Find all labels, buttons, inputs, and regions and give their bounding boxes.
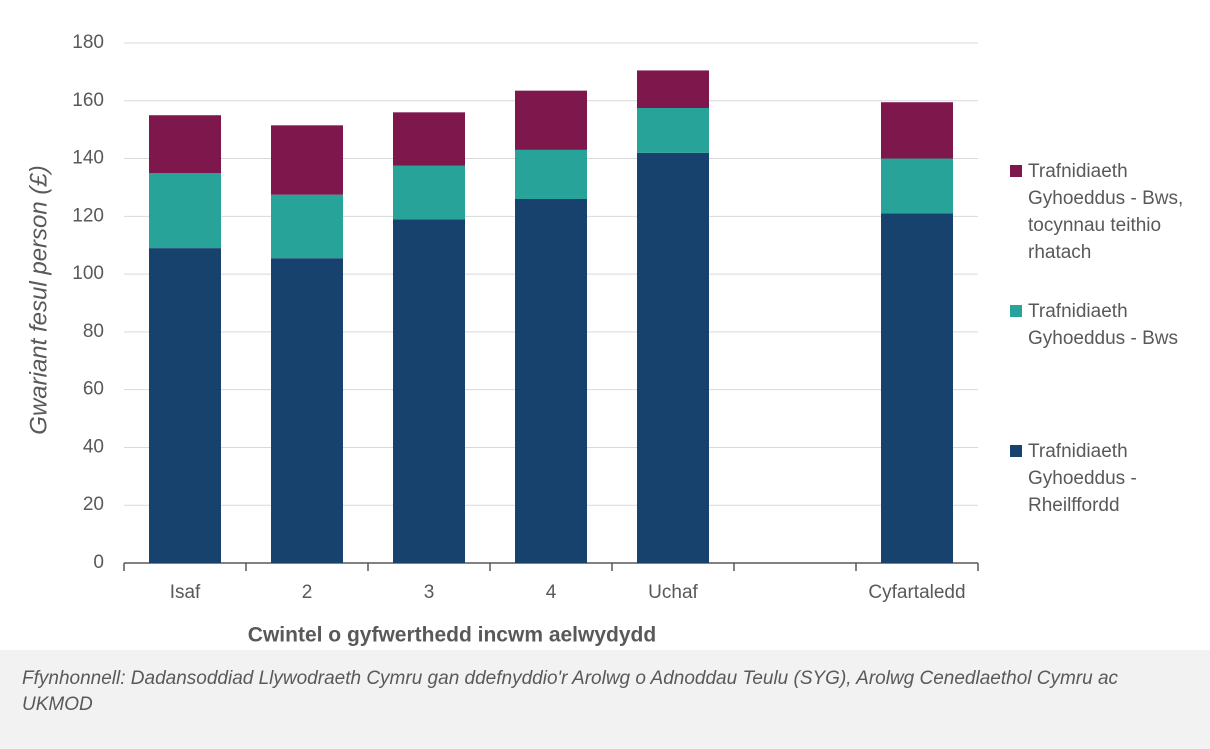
x-tick-label: 2: [302, 582, 313, 603]
y-tick-label: 0: [93, 552, 104, 573]
legend-swatch: [1010, 305, 1022, 317]
bar-segment: [637, 152, 709, 563]
legend-label: Trafnidiaeth Gyhoeddus - Rheilffordd: [1028, 441, 1137, 516]
bar-segment: [149, 173, 221, 249]
x-tick-label: Cyfartaledd: [868, 582, 965, 603]
bar-segment: [515, 149, 587, 199]
y-tick-label: 20: [83, 494, 104, 515]
y-tick-label: 160: [72, 90, 104, 111]
y-tick-label: 180: [72, 32, 104, 53]
y-tick-label: 120: [72, 205, 104, 226]
x-tick-label: 3: [424, 582, 435, 603]
bar-segment: [881, 213, 953, 563]
legend-item: Trafnidiaeth Gyhoeddus - Bws, tocynnau t…: [1010, 158, 1190, 266]
x-tick-label: 4: [546, 582, 557, 603]
bar-segment: [149, 248, 221, 563]
bar-segment: [271, 258, 343, 563]
bar-segment: [393, 219, 465, 563]
bar-segment: [149, 115, 221, 173]
y-tick-label: 60: [83, 379, 104, 400]
bar-segment: [393, 112, 465, 166]
x-axis-label: Cwintel o gyfwerthedd incwm aelwydydd: [248, 624, 656, 647]
bar-segment: [881, 158, 953, 214]
bar-segment: [271, 125, 343, 195]
y-tick-label: 40: [83, 436, 104, 457]
legend-item: Trafnidiaeth Gyhoeddus - Bws: [1010, 298, 1190, 352]
y-tick-label: 80: [83, 321, 104, 342]
chart: Gwariant fesul person (£) Cwintel o gyfw…: [25, 32, 979, 647]
bar-segment: [881, 102, 953, 159]
legend-swatch: [1010, 165, 1022, 177]
y-axis-label: Gwariant fesul person (£): [25, 165, 52, 434]
legend-label: Trafnidiaeth Gyhoeddus - Bws: [1028, 301, 1178, 349]
bar-segment: [515, 199, 587, 563]
legend-swatch: [1010, 445, 1022, 457]
legend-item: Trafnidiaeth Gyhoeddus - Rheilffordd: [1010, 438, 1190, 519]
legend-label: Trafnidiaeth Gyhoeddus - Bws, tocynnau t…: [1028, 161, 1184, 263]
x-tick-label: Uchaf: [648, 582, 698, 603]
y-tick-label: 100: [72, 263, 104, 284]
bar-segment: [271, 194, 343, 259]
source-note: Ffynhonnell: Dadansoddiad Llywodraeth Cy…: [22, 668, 1119, 715]
footer: [0, 650, 1210, 749]
bar-segment: [637, 70, 709, 108]
x-tick-label: Isaf: [170, 582, 201, 603]
bar-segment: [637, 108, 709, 153]
y-tick-label: 140: [72, 148, 104, 169]
bar-segment: [393, 165, 465, 220]
bar-segment: [515, 90, 587, 150]
